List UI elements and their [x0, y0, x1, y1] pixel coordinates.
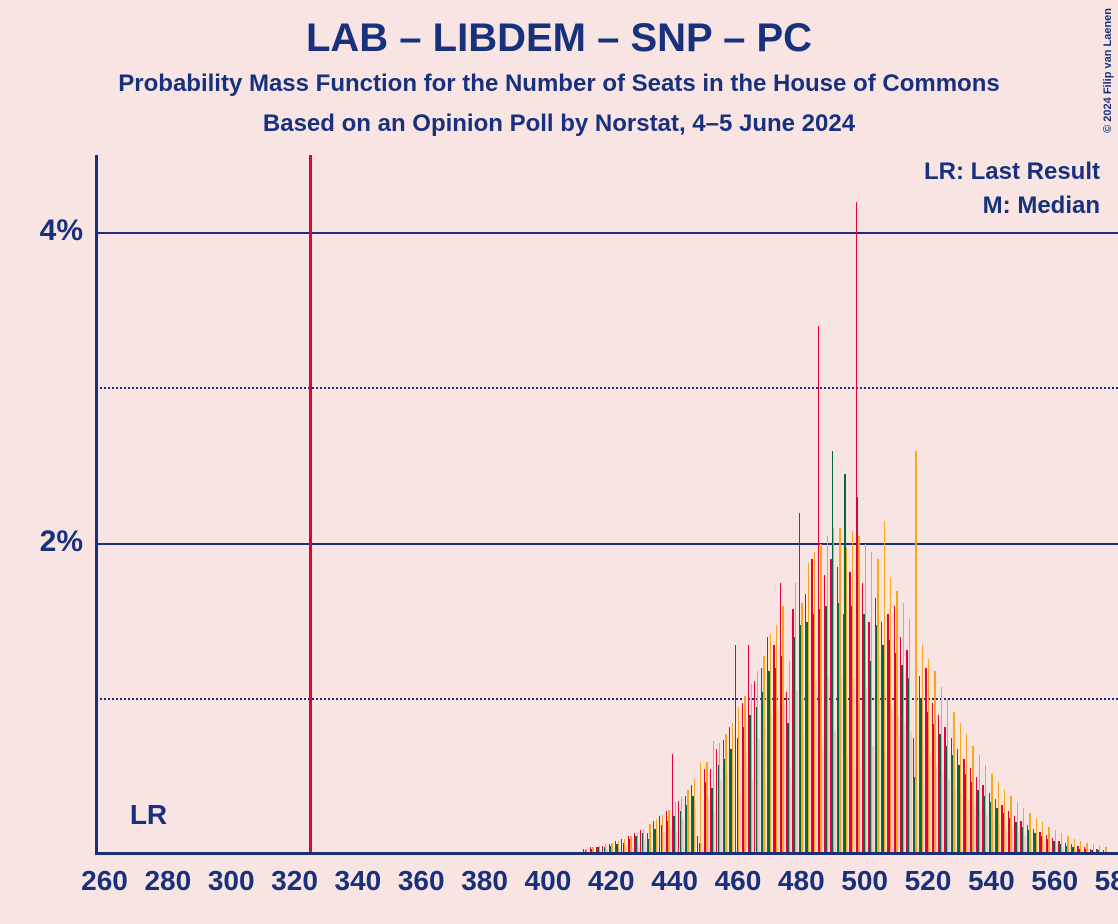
bar — [822, 746, 823, 855]
x-tick-label: 460 — [715, 865, 762, 897]
bar — [809, 684, 810, 855]
x-tick-label: 380 — [461, 865, 508, 897]
bar — [915, 451, 916, 855]
bar — [803, 734, 804, 855]
bar — [733, 768, 734, 855]
y-tick-label: 2% — [0, 525, 83, 559]
bar — [885, 754, 886, 855]
x-tick-label: 540 — [968, 865, 1015, 897]
bar — [847, 754, 848, 855]
x-tick-label: 520 — [905, 865, 952, 897]
chart-subtitle-2: Based on an Opinion Poll by Norstat, 4–5… — [0, 110, 1118, 138]
chart-subtitle-1: Probability Mass Function for the Number… — [0, 70, 1118, 98]
bar — [771, 715, 772, 855]
bar — [720, 780, 721, 855]
bar — [929, 755, 930, 855]
bar — [853, 678, 854, 855]
bar — [923, 746, 924, 855]
x-tick-label: 440 — [651, 865, 698, 897]
bar — [948, 780, 949, 855]
bar — [974, 805, 975, 855]
bar — [790, 769, 791, 855]
bar — [999, 824, 1000, 855]
bar — [727, 774, 728, 855]
y-tick-label: 4% — [0, 214, 83, 248]
bar — [758, 738, 759, 855]
bar — [1005, 827, 1006, 855]
bar — [714, 813, 715, 855]
x-tick-label: 360 — [398, 865, 445, 897]
x-tick-label: 320 — [271, 865, 318, 897]
bar — [942, 773, 943, 855]
bar — [980, 810, 981, 855]
bar — [936, 765, 937, 855]
grid-major — [95, 543, 1118, 545]
lr-line — [309, 155, 312, 855]
bar — [967, 799, 968, 855]
bar — [689, 815, 690, 855]
x-tick-label: 340 — [335, 865, 382, 897]
x-tick-label: 280 — [144, 865, 191, 897]
legend-line: M: Median — [983, 192, 1100, 220]
grid-minor — [95, 698, 1118, 700]
bar — [752, 780, 753, 855]
bar — [834, 731, 835, 855]
bar — [682, 819, 683, 855]
x-tick-label: 580 — [1095, 865, 1118, 897]
bar — [860, 769, 861, 855]
legend-line: LR: Last Result — [924, 158, 1100, 186]
x-tick-label: 300 — [208, 865, 255, 897]
bar — [777, 709, 778, 855]
bar — [700, 762, 701, 855]
bar — [955, 787, 956, 855]
bar — [815, 681, 816, 855]
y-axis — [95, 155, 98, 855]
x-tick-label: 260 — [81, 865, 128, 897]
grid-major — [95, 232, 1118, 234]
bar — [891, 709, 892, 855]
bar — [961, 793, 962, 855]
chart-title: LAB – LIBDEM – SNP – PC — [0, 16, 1118, 61]
x-tick-label: 560 — [1031, 865, 1078, 897]
bar — [986, 815, 987, 855]
bar — [841, 675, 842, 855]
x-tick-label: 420 — [588, 865, 635, 897]
bar — [784, 703, 785, 855]
bar — [708, 796, 709, 855]
bar — [695, 808, 696, 855]
x-tick-label: 500 — [841, 865, 888, 897]
bar — [746, 754, 747, 855]
bar — [866, 687, 867, 855]
x-axis — [95, 852, 1118, 855]
bar — [739, 793, 740, 855]
bar — [898, 715, 899, 855]
bar — [993, 819, 994, 855]
bar — [765, 727, 766, 855]
bar — [796, 690, 797, 855]
bar — [910, 731, 911, 855]
x-tick-label: 480 — [778, 865, 825, 897]
bar — [917, 801, 918, 855]
lr-annotation: LR — [130, 799, 167, 831]
chart-root: © 2024 Filip van Laenen LAB – LIBDEM – S… — [0, 0, 1118, 924]
grid-minor — [95, 387, 1118, 389]
bar — [872, 746, 873, 855]
bar — [904, 723, 905, 855]
plot-area — [95, 155, 1118, 855]
bar — [879, 699, 880, 855]
x-tick-label: 400 — [525, 865, 572, 897]
bar — [828, 676, 829, 855]
